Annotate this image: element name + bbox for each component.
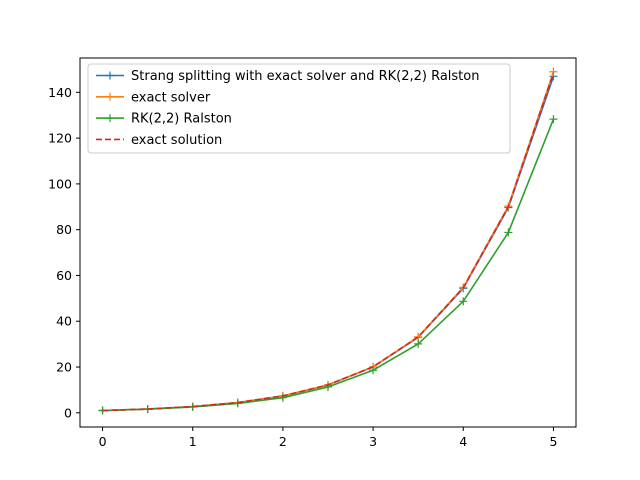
y-tick-label: 20 [56,360,72,375]
y-tick-label: 140 [48,85,72,100]
series-line-3 [102,118,555,412]
y-tick-label: 80 [56,222,72,237]
y-tick-label: 100 [48,176,72,191]
axes-frame [79,57,577,428]
data-point [459,297,468,306]
legend-label: exact solver [131,90,211,105]
y-tick-label: 0 [64,405,72,420]
data-point [504,228,513,237]
x-tick-label: 4 [459,434,467,449]
x-tick-label: 2 [279,434,287,449]
legend-label: RK(2,2) Ralston [131,112,232,127]
y-tick-label: 120 [48,131,72,146]
legend-marker [106,92,114,101]
y-tick-label: 40 [56,314,72,329]
y-tick-label: 60 [56,268,72,283]
legend-label: Strang splitting with exact solver and R… [131,69,479,84]
legend: Strang splitting with exact solver and R… [87,63,511,154]
data-point [414,332,423,341]
data-point [278,393,287,402]
series-line-4 [102,72,555,412]
legend-label: exact solution [131,133,222,148]
x-tick-label: 3 [369,434,377,449]
data-point [233,399,242,408]
data-point [414,339,423,348]
x-tick-label: 1 [189,434,197,449]
legend-box [87,63,511,154]
plot-layer [98,67,558,415]
data-point [549,115,558,124]
legend-marker [106,114,114,123]
data-point [549,67,558,76]
y-axis: 0 20 40 60 80 100 120 140 [48,85,80,420]
x-tick-label: 5 [549,434,557,449]
x-axis: 0 1 2 3 4 5 [99,427,557,449]
x-tick-label: 0 [99,434,107,449]
legend-marker [106,71,114,80]
